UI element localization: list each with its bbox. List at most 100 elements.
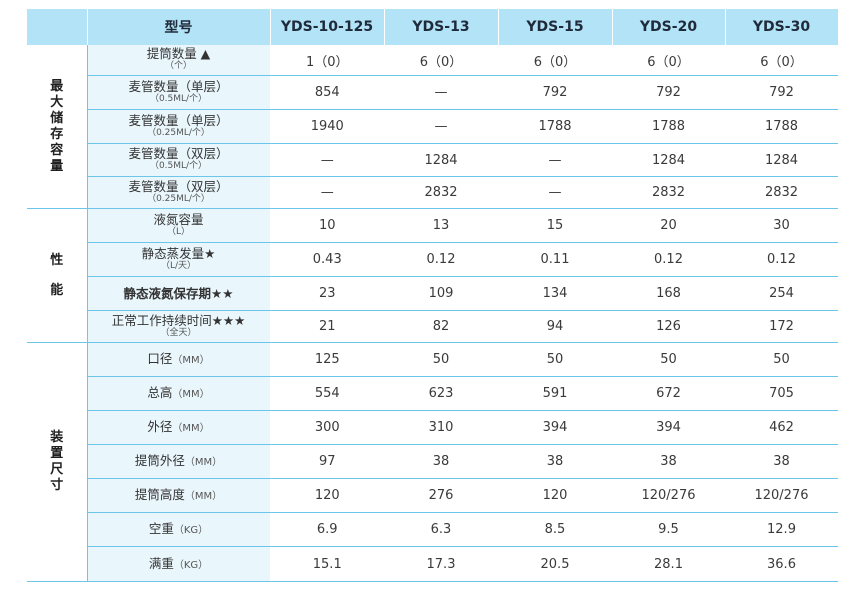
table-cell: 394	[498, 410, 612, 445]
header-row: 型号 YDS-10-125 YDS-13 YDS-15 YDS-20 YDS-3…	[27, 9, 839, 45]
table-cell: 6.3	[384, 512, 498, 547]
model-header: YDS-20	[612, 9, 726, 45]
table-cell: 0.12	[612, 242, 725, 277]
table-cell: —	[270, 143, 384, 177]
row-label-unit: （0.5ML/个）	[149, 161, 208, 171]
table-cell: 38	[498, 444, 612, 479]
row-label-text: 提筒高度	[134, 487, 185, 502]
row-label: 提筒高度（MM）	[87, 478, 271, 513]
table-cell: 1788	[498, 109, 612, 144]
row-label-unit: （MM）	[184, 491, 223, 502]
table-cell: 854	[270, 75, 384, 110]
section-char: 存	[50, 126, 64, 142]
table-cell: 2832	[612, 176, 725, 209]
row-label-unit: （MM）	[172, 423, 210, 434]
row-label-text: 总高	[147, 385, 173, 400]
table-cell: —	[498, 143, 612, 177]
section-char: 性	[50, 252, 64, 268]
table-cell: 168	[612, 276, 725, 311]
row-label-text: 静态液氮保存期★★	[123, 286, 234, 301]
table-cell: 50	[498, 342, 612, 377]
table-cell: 36.6	[725, 546, 838, 582]
header-corner	[27, 9, 88, 45]
row-label-text: 麦管数量（单层）	[128, 112, 229, 128]
table-cell: 462	[725, 410, 838, 445]
row-label: 麦管数量（单层） （0.25ML/个）	[87, 109, 271, 144]
table-cell: 94	[498, 310, 612, 343]
section-label-dimensions: 装 置 尺 寸	[27, 342, 88, 582]
row-label: 液氮容量 （L）	[87, 208, 271, 243]
row-label-text: 正常工作持续时间★★★	[111, 312, 246, 328]
row-label-text: 提筒外径	[134, 453, 185, 468]
row-label: 麦管数量（双层） （0.5ML/个）	[87, 143, 271, 177]
table-cell: 126	[612, 310, 725, 343]
row-label-unit: （KG）	[173, 559, 209, 571]
table-row: 空重（KG） 6.9 6.3 8.5 9.5 12.9	[27, 512, 838, 547]
table-cell: 6（0）	[384, 45, 498, 76]
table-cell: 21	[270, 310, 384, 343]
model-header: YDS-15	[498, 9, 613, 45]
row-label-unit: （全天）	[160, 327, 197, 338]
table-cell: 1788	[612, 109, 725, 144]
section-char: 能	[50, 282, 64, 298]
table-cell: 0.11	[498, 242, 612, 277]
table-cell: 12.9	[725, 512, 838, 547]
table-cell: 15.1	[270, 546, 384, 582]
table-cell: 120	[498, 478, 612, 513]
spec-table: 型号 YDS-10-125 YDS-13 YDS-15 YDS-20 YDS-3…	[27, 9, 839, 582]
row-label-text: 满重	[148, 555, 174, 571]
row-label: 总高（MM）	[87, 376, 271, 411]
table-cell: —	[384, 109, 498, 144]
row-label: 满重（KG）	[87, 546, 271, 582]
table-cell: 172	[725, 310, 838, 343]
row-label-text: 麦管数量（双层）	[128, 178, 229, 194]
table-row: 提筒外径（MM） 97 38 38 38 38	[27, 444, 838, 479]
table-cell: 254	[725, 276, 838, 311]
table-cell: —	[498, 176, 612, 209]
table-row: 麦管数量（单层） （0.5ML/个） 854 — 792 792 792	[27, 75, 838, 110]
table-cell: 300	[270, 410, 384, 445]
table-cell: 6（0）	[498, 45, 612, 76]
table-cell: 6.9	[270, 512, 384, 547]
table-cell: 792	[612, 75, 725, 110]
table-cell: 50	[725, 342, 838, 377]
model-header: YDS-13	[384, 9, 499, 45]
section-char: 寸	[50, 478, 64, 493]
table-cell: 705	[725, 376, 838, 411]
model-header: YDS-30	[725, 9, 839, 45]
row-label-unit: （MM）	[172, 355, 210, 366]
section-char: 尺	[50, 462, 64, 477]
table-row: 正常工作持续时间★★★ （全天） 21 82 94 126 172	[27, 310, 838, 343]
table-cell: 50	[384, 342, 498, 377]
table-row: 麦管数量（单层） （0.25ML/个） 1940 — 1788 1788 178…	[27, 109, 838, 144]
table-row: 麦管数量（双层） （0.5ML/个） — 1284 — 1284 1284	[27, 143, 838, 177]
table-cell: 2832	[384, 176, 498, 209]
table-cell: 0.43	[270, 242, 384, 277]
table-row: 提筒高度（MM） 120 276 120 120/276 120/276	[27, 478, 838, 513]
row-label-unit: （MM）	[184, 457, 223, 468]
section-char: 装	[50, 430, 64, 445]
row-label: 口径（MM）	[87, 342, 271, 377]
table-cell: 1（0）	[270, 45, 384, 76]
table-cell: 310	[384, 410, 498, 445]
table-cell: 792	[725, 75, 838, 110]
table-cell: 20	[612, 208, 725, 243]
row-label-text: 外径	[147, 419, 173, 434]
table-cell: 134	[498, 276, 612, 311]
table-cell: 97	[270, 444, 384, 479]
table-cell: 38	[612, 444, 725, 479]
table-cell: 15	[498, 208, 612, 243]
table-cell: 82	[384, 310, 498, 343]
table-cell: 394	[612, 410, 725, 445]
table-cell: 120	[270, 478, 384, 513]
table-cell: 38	[725, 444, 838, 479]
section-char: 量	[50, 158, 64, 174]
table-row: 静态蒸发量★ （L/天） 0.43 0.12 0.11 0.12 0.12	[27, 242, 838, 277]
row-label-text: 口径	[147, 351, 173, 366]
table-cell: 623	[384, 376, 498, 411]
table-cell: 591	[498, 376, 612, 411]
table-cell: —	[384, 75, 498, 110]
row-label: 外径（MM）	[87, 410, 271, 445]
model-header-label: 型号	[87, 9, 271, 45]
model-header: YDS-10-125	[270, 9, 385, 45]
